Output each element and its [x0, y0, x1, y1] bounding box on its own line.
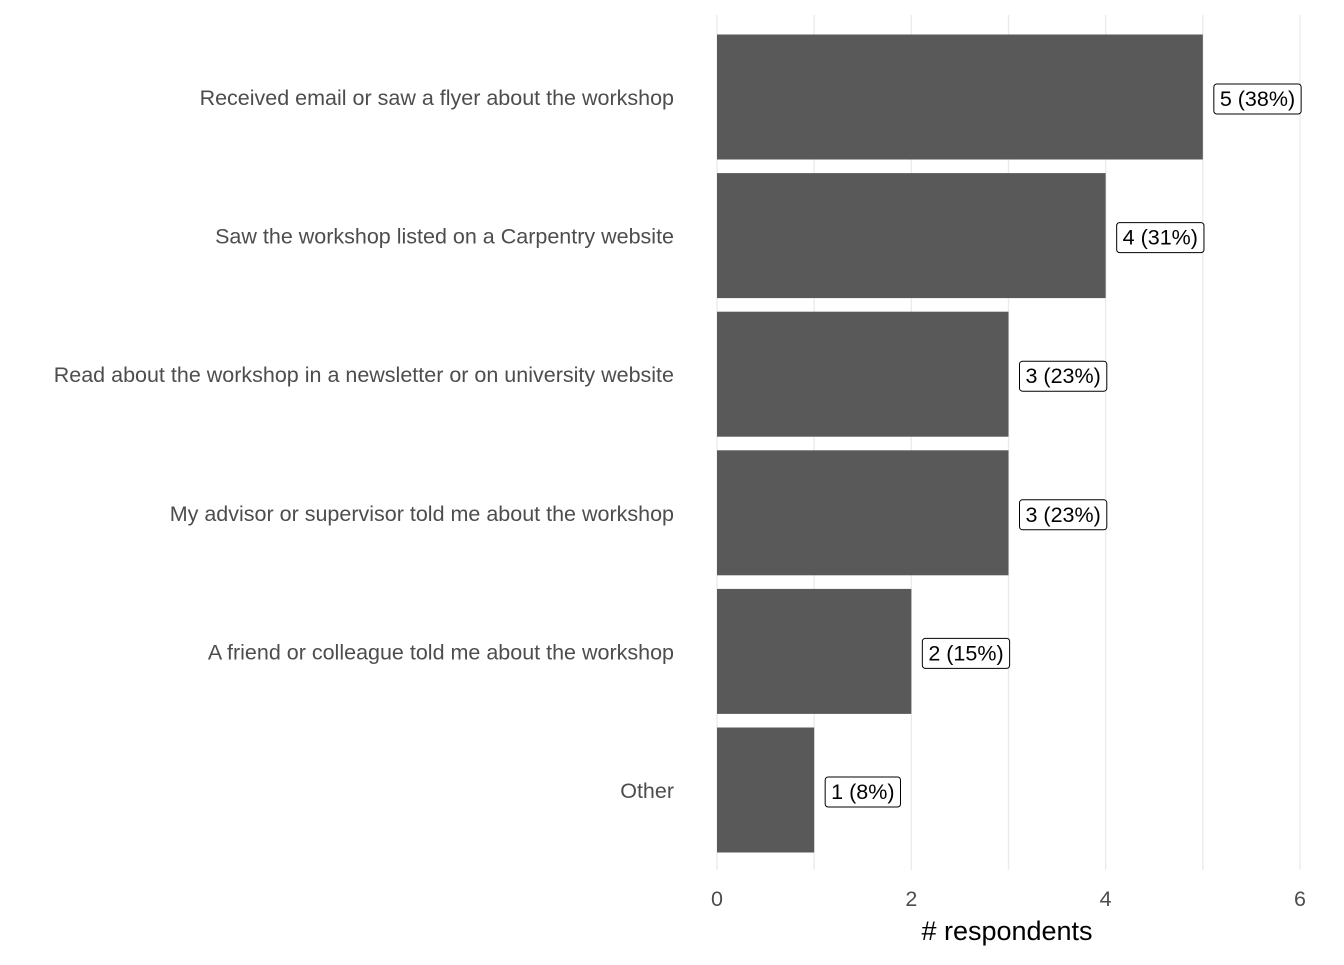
value-label: 4 (31%): [1123, 226, 1198, 250]
value-label-box: [921, 637, 1011, 669]
category-labels: Received email or saw a flyer about the …: [54, 86, 674, 803]
category-label: Saw the workshop listed on a Carpentry w…: [215, 225, 674, 249]
x-tick-label: 6: [1294, 887, 1306, 911]
bar: [717, 311, 1009, 437]
value-label-box: [824, 776, 901, 808]
value-label-group: 3 (23%): [1019, 499, 1108, 531]
value-label-box: [1116, 222, 1205, 254]
x-axis-ticks: 0 2 4 6: [711, 887, 1306, 911]
value-label-group: 5 (38%): [1213, 83, 1302, 115]
bar: [717, 173, 1106, 299]
category-label: Read about the workshop in a newsletter …: [54, 363, 674, 387]
value-label-group: 3 (23%): [1019, 360, 1108, 392]
bar: [717, 727, 815, 853]
value-labels: 5 (38%) 4 (31%) 3 (23%) 3 (23%) 2 (15%) 1 (8%…: [824, 83, 1302, 808]
bar: [717, 34, 1203, 160]
value-label-box: [1213, 83, 1302, 115]
x-tick-label: 4: [1100, 887, 1112, 911]
x-tick-label: 0: [711, 887, 723, 911]
value-label-box: [1019, 360, 1108, 392]
value-label: 5 (38%): [1220, 87, 1295, 111]
category-label: Received email or saw a flyer about the …: [200, 86, 674, 110]
value-label-group: 2 (15%): [921, 637, 1011, 669]
value-label-group: 1 (8%): [824, 776, 901, 808]
x-tick-label: 2: [905, 887, 917, 911]
bar: [717, 588, 912, 714]
value-label-group: 4 (31%): [1116, 222, 1205, 254]
value-label: 1 (8%): [831, 780, 894, 804]
category-label: My advisor or supervisor told me about t…: [170, 502, 674, 526]
category-label: A friend or colleague told me about the …: [208, 640, 674, 664]
x-axis-title: # respondents: [921, 916, 1092, 946]
value-label: 3 (23%): [1026, 503, 1101, 527]
category-label: Other: [620, 779, 674, 803]
bars: [717, 34, 1203, 853]
value-label-box: [1019, 499, 1108, 531]
bar: [717, 450, 1009, 576]
value-label: 3 (23%): [1026, 364, 1101, 388]
value-label: 2 (15%): [928, 641, 1003, 665]
